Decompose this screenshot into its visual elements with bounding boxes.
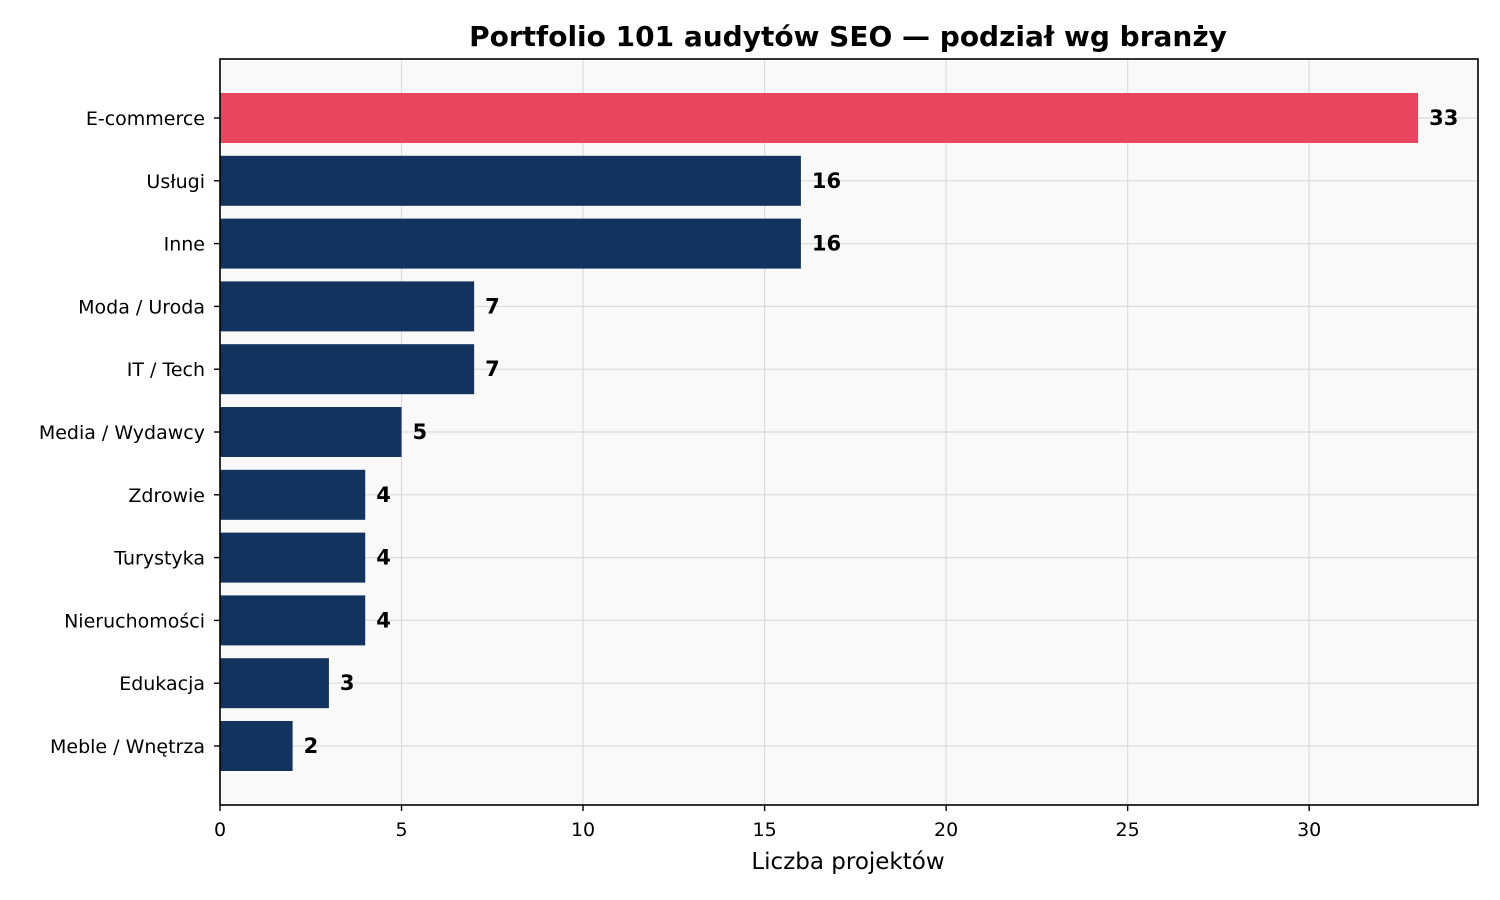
value-label: 7	[485, 294, 500, 318]
category-label: Nieruchomości	[64, 610, 205, 632]
bar-8	[220, 595, 366, 646]
x-tick-label: 15	[752, 819, 776, 841]
bar-2	[220, 218, 801, 269]
category-label: Turystyka	[113, 548, 205, 570]
x-tick-label: 0	[214, 819, 226, 841]
bar-10	[220, 721, 293, 771]
category-labels: E-commerce Usługi Inne Moda / Uroda IT / Tec…	[39, 108, 205, 758]
category-label: Usługi	[146, 171, 205, 193]
category-label: Inne	[164, 234, 205, 256]
x-axis-label: Liczba projektów	[751, 849, 944, 875]
bar-0	[220, 93, 1419, 143]
value-label: 16	[812, 169, 841, 193]
bar-4	[220, 344, 475, 395]
bar-3	[220, 281, 475, 332]
x-tick-label: 25	[1116, 819, 1140, 841]
value-labels: 33 16 16 7 7 5 4 4 4 3 2	[304, 106, 1459, 758]
value-label: 2	[304, 734, 319, 758]
category-label: IT / Tech	[127, 359, 205, 381]
category-label: E-commerce	[86, 108, 205, 130]
plot-frame	[219, 58, 1479, 806]
chart-title: Portfolio 101 audytów SEO — podział wg b…	[469, 20, 1227, 53]
bar-6	[220, 469, 366, 520]
bars	[220, 93, 1419, 771]
value-label: 16	[812, 232, 841, 256]
category-label: Media / Wydawcy	[39, 422, 205, 444]
category-label: Meble / Wnętrza	[50, 736, 205, 758]
value-label: 3	[340, 671, 355, 695]
bar-9	[220, 658, 329, 709]
value-label: 4	[376, 608, 391, 632]
bar-7	[220, 532, 366, 583]
value-label: 7	[485, 357, 500, 381]
x-tick-label: 20	[934, 819, 958, 841]
x-tick-label: 5	[395, 819, 407, 841]
value-label: 33	[1429, 106, 1458, 130]
x-tick-label: 30	[1297, 819, 1321, 841]
value-label: 5	[413, 420, 428, 444]
category-label: Moda / Uroda	[78, 296, 205, 318]
bar-5	[220, 407, 402, 457]
x-axis-ticks: 0 5 10 15 20 25 30	[214, 117, 1321, 841]
category-label: Edukacja	[119, 673, 205, 695]
bar-1	[220, 155, 801, 206]
value-label: 4	[376, 483, 391, 507]
category-label: Zdrowie	[128, 485, 205, 507]
value-label: 4	[376, 546, 391, 570]
x-tick-label: 10	[571, 819, 595, 841]
